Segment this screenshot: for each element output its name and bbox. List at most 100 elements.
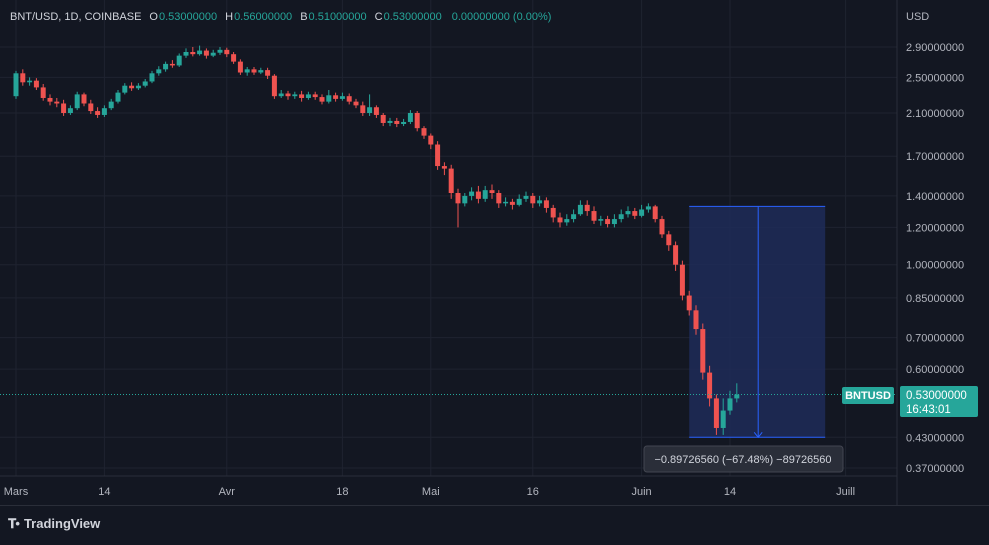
candle-body: [319, 97, 325, 102]
candle-body: [421, 128, 427, 136]
candle-body: [101, 108, 107, 115]
candle-body: [244, 69, 250, 73]
candle-body: [169, 63, 175, 66]
measure-arrow-head: [753, 431, 763, 439]
candle-body: [367, 107, 373, 113]
candle-body: [292, 94, 298, 97]
candle-body: [258, 70, 264, 73]
candle-body: [380, 114, 386, 123]
candle-body: [61, 103, 67, 113]
candle-body: [523, 195, 529, 199]
candle-body: [686, 295, 692, 311]
candle-body: [346, 96, 352, 102]
candle-body: [40, 87, 46, 98]
candle-body: [713, 398, 719, 428]
candle-body: [13, 73, 19, 97]
candle-body: [251, 69, 257, 73]
measure-label-text: −0.89726560 (−67.48%) −89726560: [654, 454, 831, 466]
candle-body: [455, 193, 461, 204]
candle-body: [577, 204, 583, 215]
candle-body: [129, 85, 135, 89]
candle-body: [537, 200, 543, 204]
candle-body: [305, 94, 311, 98]
price-tick-label: 1.70000000: [906, 151, 964, 163]
candle-body: [673, 245, 679, 265]
candle-body: [394, 120, 400, 124]
candle-body: [176, 55, 182, 66]
measure-label-box: [643, 445, 844, 473]
time-tick-label: Juin: [632, 486, 652, 498]
price-tag-box: [900, 386, 978, 417]
candle-body: [271, 75, 277, 97]
candle-body: [326, 95, 332, 102]
candle-body: [81, 94, 87, 104]
price-axis[interactable]: 2.90000000 2.50000000 2.10000000 1.70000000…: [906, 42, 964, 475]
price-tick-label: 2.50000000: [906, 72, 964, 84]
candle-body: [659, 219, 665, 235]
candle-body: [278, 93, 284, 97]
legend-low-value: 0.51000000: [308, 11, 367, 23]
candle-body: [67, 108, 73, 113]
legend-low: B 0.51000000: [300, 11, 366, 23]
candle-body: [707, 372, 713, 399]
measure-tool[interactable]: [689, 205, 826, 439]
legend-open-label: O: [149, 11, 158, 23]
candle-body: [591, 211, 597, 221]
time-axis[interactable]: Mars 14 Avr 18 Mai 16 Juin 14 Juill: [4, 486, 855, 498]
candle-body: [163, 63, 169, 70]
candle-body: [693, 310, 699, 330]
candle-body: [237, 61, 243, 73]
candle-body: [625, 211, 631, 215]
time-tick-label: Juill: [836, 486, 855, 498]
candle-body: [605, 219, 611, 225]
tradingview-logo[interactable]: 𝐓• TradingView: [8, 516, 100, 532]
candle-body: [299, 94, 305, 98]
candle-body: [407, 112, 413, 122]
candle-body: [333, 95, 339, 99]
candle-body: [564, 219, 570, 223]
time-tick-label: Mai: [422, 486, 440, 498]
candles: [13, 45, 740, 435]
candle-body: [509, 201, 515, 205]
price-tick-label: 1.40000000: [906, 191, 964, 203]
candle-body: [265, 70, 271, 76]
candle-body: [373, 107, 379, 115]
price-tick-label: 2.10000000: [906, 108, 964, 120]
legend-high-label: H: [225, 11, 234, 23]
candle-body: [720, 410, 726, 428]
candle-body: [727, 398, 733, 411]
candle-body: [441, 166, 447, 169]
candle-body: [360, 105, 366, 113]
axes: USD: [0, 0, 929, 505]
legend-change: 0.00000000 (0.00%): [451, 11, 552, 23]
price-tag: BNTUSD 0.53000000 16:43:01: [842, 386, 978, 417]
candle-body: [557, 217, 563, 223]
candle-body: [20, 73, 26, 83]
candle-body: [122, 85, 128, 93]
candle-body: [142, 81, 148, 86]
tradingview-name: TradingView: [23, 516, 101, 531]
legend-open-value: 0.53000000: [158, 11, 218, 23]
candle-body: [639, 209, 645, 216]
price-tag-countdown: 16:43:01: [906, 404, 951, 416]
candle-body: [156, 69, 162, 74]
candle-body: [203, 50, 209, 56]
currency-label: USD: [906, 11, 929, 23]
legend-close: C 0.53000000: [375, 11, 442, 23]
time-tick-label: Avr: [219, 486, 236, 498]
candle-body: [47, 97, 53, 102]
candle-body: [618, 214, 624, 220]
candle-body: [197, 50, 203, 55]
candle-body: [571, 214, 577, 220]
candle-body: [183, 51, 189, 56]
candle-body: [645, 206, 651, 210]
price-tick-label: 2.90000000: [906, 42, 964, 54]
price-tick-label: 1.00000000: [906, 260, 964, 272]
candle-body: [734, 394, 740, 399]
time-tick-label: 16: [527, 486, 539, 498]
candle-body: [54, 101, 60, 104]
candle-body: [135, 85, 141, 89]
candle-body: [231, 54, 237, 62]
